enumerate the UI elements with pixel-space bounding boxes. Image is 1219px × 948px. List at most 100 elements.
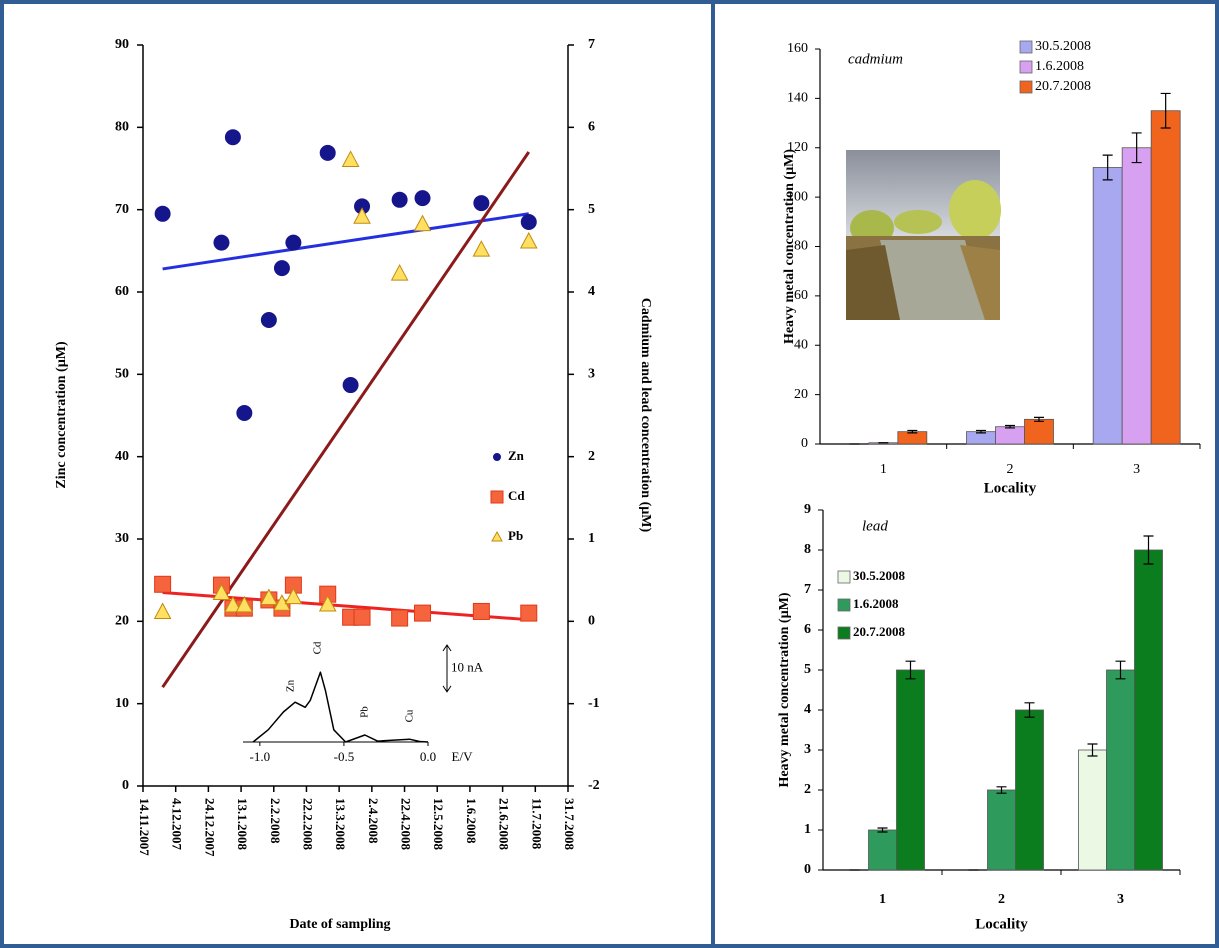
bar xyxy=(1150,110,1181,445)
legend-label: Pb xyxy=(508,528,523,543)
point xyxy=(319,144,336,161)
y-tick-label: 20 xyxy=(794,387,808,402)
scale-bar-label: 10 nA xyxy=(451,659,484,674)
y2-tick-label: -2 xyxy=(588,778,600,793)
point xyxy=(212,583,231,601)
y-tick-label: 2 xyxy=(804,782,811,797)
y-tick-label: 0 xyxy=(122,778,129,793)
peak-label: Cu xyxy=(404,709,416,722)
error-bar xyxy=(1102,154,1113,181)
peak-label: Cd xyxy=(312,641,324,654)
y-tick-label: 60 xyxy=(115,284,129,299)
point xyxy=(260,588,278,605)
y2-tick-label: 2 xyxy=(588,449,595,464)
peak-label: Pb xyxy=(359,706,371,718)
point xyxy=(354,198,371,215)
error-bar xyxy=(1160,92,1171,129)
y-tick-label: 90 xyxy=(115,37,129,52)
error-bar xyxy=(1034,416,1044,422)
bar xyxy=(995,426,1025,445)
bar xyxy=(1015,709,1044,871)
point xyxy=(391,191,408,208)
x-tick-label: 22.2.2008 xyxy=(300,798,315,851)
legend-swatch xyxy=(837,626,851,640)
photo xyxy=(846,150,1001,320)
y2-tick-label: 0 xyxy=(588,614,595,629)
point xyxy=(224,595,242,613)
x-tick-label: 4.12.2007 xyxy=(170,798,185,851)
y-tick-label: 7 xyxy=(804,582,811,597)
point xyxy=(153,602,172,619)
point xyxy=(154,575,172,593)
x-tick-label: 24.12.2007 xyxy=(202,798,217,857)
point xyxy=(224,129,241,146)
point xyxy=(390,264,409,281)
error-bar xyxy=(1087,743,1098,757)
point xyxy=(520,604,538,622)
y2-tick-label: 4 xyxy=(588,284,595,299)
legend-label: 1.6.2008 xyxy=(1035,59,1084,74)
x-tick-label: 13.3.2008 xyxy=(333,798,348,851)
chart-title: cadmium xyxy=(848,51,903,67)
bar xyxy=(966,431,996,445)
error-bar xyxy=(877,827,888,833)
y2-axis-label: Cadmium and lead concentration (µM) xyxy=(638,298,653,533)
inset-tick-label: -0.5 xyxy=(334,749,355,764)
point xyxy=(236,405,253,422)
point xyxy=(391,609,409,627)
scale-bar xyxy=(442,644,452,693)
x-axis-label: Locality xyxy=(984,480,1037,496)
y-tick-label: 70 xyxy=(115,202,129,217)
point xyxy=(318,594,337,612)
point xyxy=(353,207,371,224)
point xyxy=(473,195,490,212)
legend-marker xyxy=(490,490,504,504)
y-tick-label: 60 xyxy=(794,288,808,303)
y-axis-label: Heavy metal concentration (µM) xyxy=(777,592,792,787)
y-tick-label: 10 xyxy=(115,696,129,711)
y-tick-label: 140 xyxy=(787,91,808,106)
y2-tick-label: 3 xyxy=(588,367,595,382)
peak-label: Zn xyxy=(285,679,297,692)
point xyxy=(414,604,432,622)
y2-tick-label: 6 xyxy=(588,120,595,135)
bar xyxy=(1121,147,1152,445)
legend-swatch xyxy=(1019,40,1033,54)
error-bar xyxy=(907,429,918,434)
y2-tick-label: 1 xyxy=(588,531,595,546)
x-tick-label: 2 xyxy=(998,892,1005,907)
legend-label: 1.6.2008 xyxy=(853,596,899,611)
x-tick-label: 14.11.2007 xyxy=(137,798,152,856)
error-bar xyxy=(1143,535,1154,565)
y2-tick-label: 5 xyxy=(588,202,595,217)
error-bar xyxy=(1024,702,1035,718)
y-tick-label: 0 xyxy=(801,436,808,451)
bar xyxy=(1134,549,1163,871)
legend-label: Cd xyxy=(508,488,525,503)
point xyxy=(472,240,491,257)
point xyxy=(353,608,371,626)
bar xyxy=(1106,669,1135,871)
y-tick-label: 6 xyxy=(804,622,811,637)
y-tick-label: 20 xyxy=(115,614,129,629)
point xyxy=(273,260,290,277)
bar xyxy=(868,829,897,871)
y-tick-label: 80 xyxy=(115,120,129,135)
voltammogram xyxy=(252,671,429,743)
y-tick-label: 100 xyxy=(787,189,808,204)
y-tick-label: 80 xyxy=(794,239,808,254)
point xyxy=(235,595,254,613)
x-tick-label: 21.6.2008 xyxy=(497,798,512,851)
x-tick-label: 11.7.2008 xyxy=(529,798,544,850)
bar xyxy=(897,431,928,445)
x-axis-label: Locality xyxy=(975,916,1028,932)
y-tick-label: 5 xyxy=(804,662,811,677)
y-tick-label: 1 xyxy=(804,822,811,837)
x-tick-label: 1 xyxy=(879,892,886,907)
inset-x-label: E/V xyxy=(452,749,474,764)
point xyxy=(154,205,171,222)
error-bar xyxy=(996,786,1007,794)
point xyxy=(414,190,431,207)
y-tick-label: 160 xyxy=(787,41,808,56)
